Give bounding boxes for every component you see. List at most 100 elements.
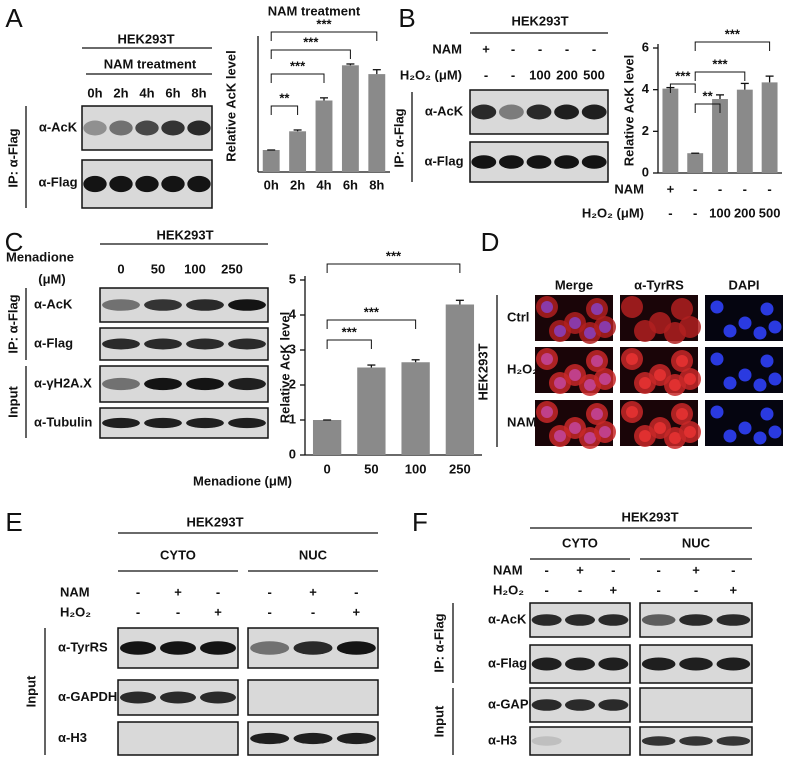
blot-band — [716, 657, 751, 671]
blot-band — [498, 155, 524, 169]
x-tick-label: 200 — [734, 205, 756, 220]
condition-value: - — [592, 41, 596, 56]
panel-letter: A — [5, 3, 23, 33]
blot-band — [598, 699, 629, 711]
blot-band — [187, 120, 211, 136]
row-label: NAM — [614, 181, 644, 196]
condition-label: H₂O₂ — [60, 604, 91, 619]
condition-value: - — [311, 604, 315, 619]
blot-band — [531, 657, 562, 671]
blot-band — [554, 104, 580, 120]
x-tick-label: - — [693, 181, 697, 196]
bar — [761, 82, 778, 173]
blot-band — [120, 641, 156, 655]
chart-title: NAM treatment — [268, 3, 361, 18]
y-tick-label: 2 — [642, 123, 649, 138]
blot-band — [187, 175, 211, 193]
blot-band — [186, 377, 224, 391]
blot-band — [102, 377, 140, 391]
cell-line: HEK293T — [117, 31, 174, 46]
nucleus-red — [639, 430, 651, 442]
bar — [289, 131, 307, 172]
condition-value: + — [353, 604, 361, 619]
ip-label: IP: α-Flag — [391, 108, 406, 167]
panel-letter: D — [481, 227, 500, 257]
lane-label: 0 — [117, 261, 124, 276]
significance-label: *** — [342, 324, 358, 339]
nucleus-red — [654, 369, 666, 381]
x-tick-label: 0 — [324, 461, 331, 476]
ip-label: IP: α-Flag — [5, 128, 20, 187]
blot-image — [529, 726, 631, 756]
significance-label: *** — [725, 26, 741, 41]
x-tick-label: 250 — [449, 461, 471, 476]
condition-value: - — [136, 604, 140, 619]
x-tick-label: 100 — [709, 205, 731, 220]
nucleus-red — [626, 406, 638, 418]
blot-band — [144, 338, 182, 350]
nucleus-merge — [584, 432, 596, 444]
condition-value: - — [731, 562, 735, 577]
y-axis-label: Relative AcK level — [621, 55, 636, 167]
blot-band — [228, 417, 266, 429]
y-tick-label: 6 — [642, 39, 649, 54]
significance-bracket — [694, 103, 721, 113]
nucleus-merge — [591, 355, 603, 367]
nucleus-red — [684, 426, 696, 438]
y-axis-label: Relative AcK level — [223, 50, 238, 162]
nucleus-red — [676, 355, 688, 367]
blot-band — [102, 417, 140, 429]
blot-label: α-GAPDH — [58, 689, 117, 704]
condition-value: + — [692, 562, 700, 577]
significance-label: ** — [279, 90, 290, 105]
blot-label: α-AcK — [425, 103, 464, 118]
row-label: NAM — [507, 414, 537, 429]
blot-band — [161, 120, 185, 136]
lane-label: 0h — [87, 85, 102, 100]
significance-bracket — [694, 41, 771, 51]
nucleus-blue — [738, 421, 752, 435]
condition-value: - — [565, 41, 569, 56]
blot-band — [679, 614, 713, 626]
cell-line: HEK293T — [621, 509, 678, 524]
nucleus-merge — [541, 353, 553, 365]
blot-band — [679, 736, 713, 746]
blot-band — [200, 691, 236, 704]
blot-label: α-TyrRS — [58, 639, 108, 654]
condition-value: + — [309, 584, 317, 599]
nucleus-merge — [599, 373, 611, 385]
condition-value: + — [576, 562, 584, 577]
blot-band — [109, 175, 133, 193]
y-axis-label: Relative AcK level — [277, 312, 292, 424]
nucleus-blue — [768, 320, 782, 334]
blot-band — [160, 641, 196, 655]
condition-value: - — [538, 41, 542, 56]
group-label: IP: α-Flag — [5, 294, 20, 353]
blot-band — [716, 736, 751, 746]
bar — [312, 420, 342, 455]
blot-band — [144, 417, 182, 429]
blot-image — [639, 687, 753, 723]
condition-value: - — [544, 562, 548, 577]
nucleus-merge — [541, 301, 553, 313]
condition-value: - — [578, 582, 582, 597]
blot-band — [186, 417, 224, 429]
condition-value: - — [611, 562, 615, 577]
nucleus-blue — [760, 302, 774, 316]
x-tick-label: 2h — [290, 177, 305, 192]
y-tick-label: 3 — [289, 341, 296, 356]
blot-band — [228, 338, 266, 350]
x-tick-label: - — [668, 205, 672, 220]
significance-label: *** — [364, 304, 380, 319]
blot-label: α-Flag — [34, 335, 73, 350]
blot-band — [161, 175, 185, 193]
significance-bracket — [270, 105, 299, 115]
nucleus-blue — [760, 354, 774, 368]
panel-letter: B — [398, 3, 415, 33]
panel-letter: C — [5, 227, 24, 257]
condition-value: + — [482, 41, 490, 56]
significance-label: *** — [712, 56, 728, 71]
blot-band — [83, 120, 107, 136]
blot-band — [250, 732, 290, 745]
nucleus-blue — [723, 324, 737, 338]
